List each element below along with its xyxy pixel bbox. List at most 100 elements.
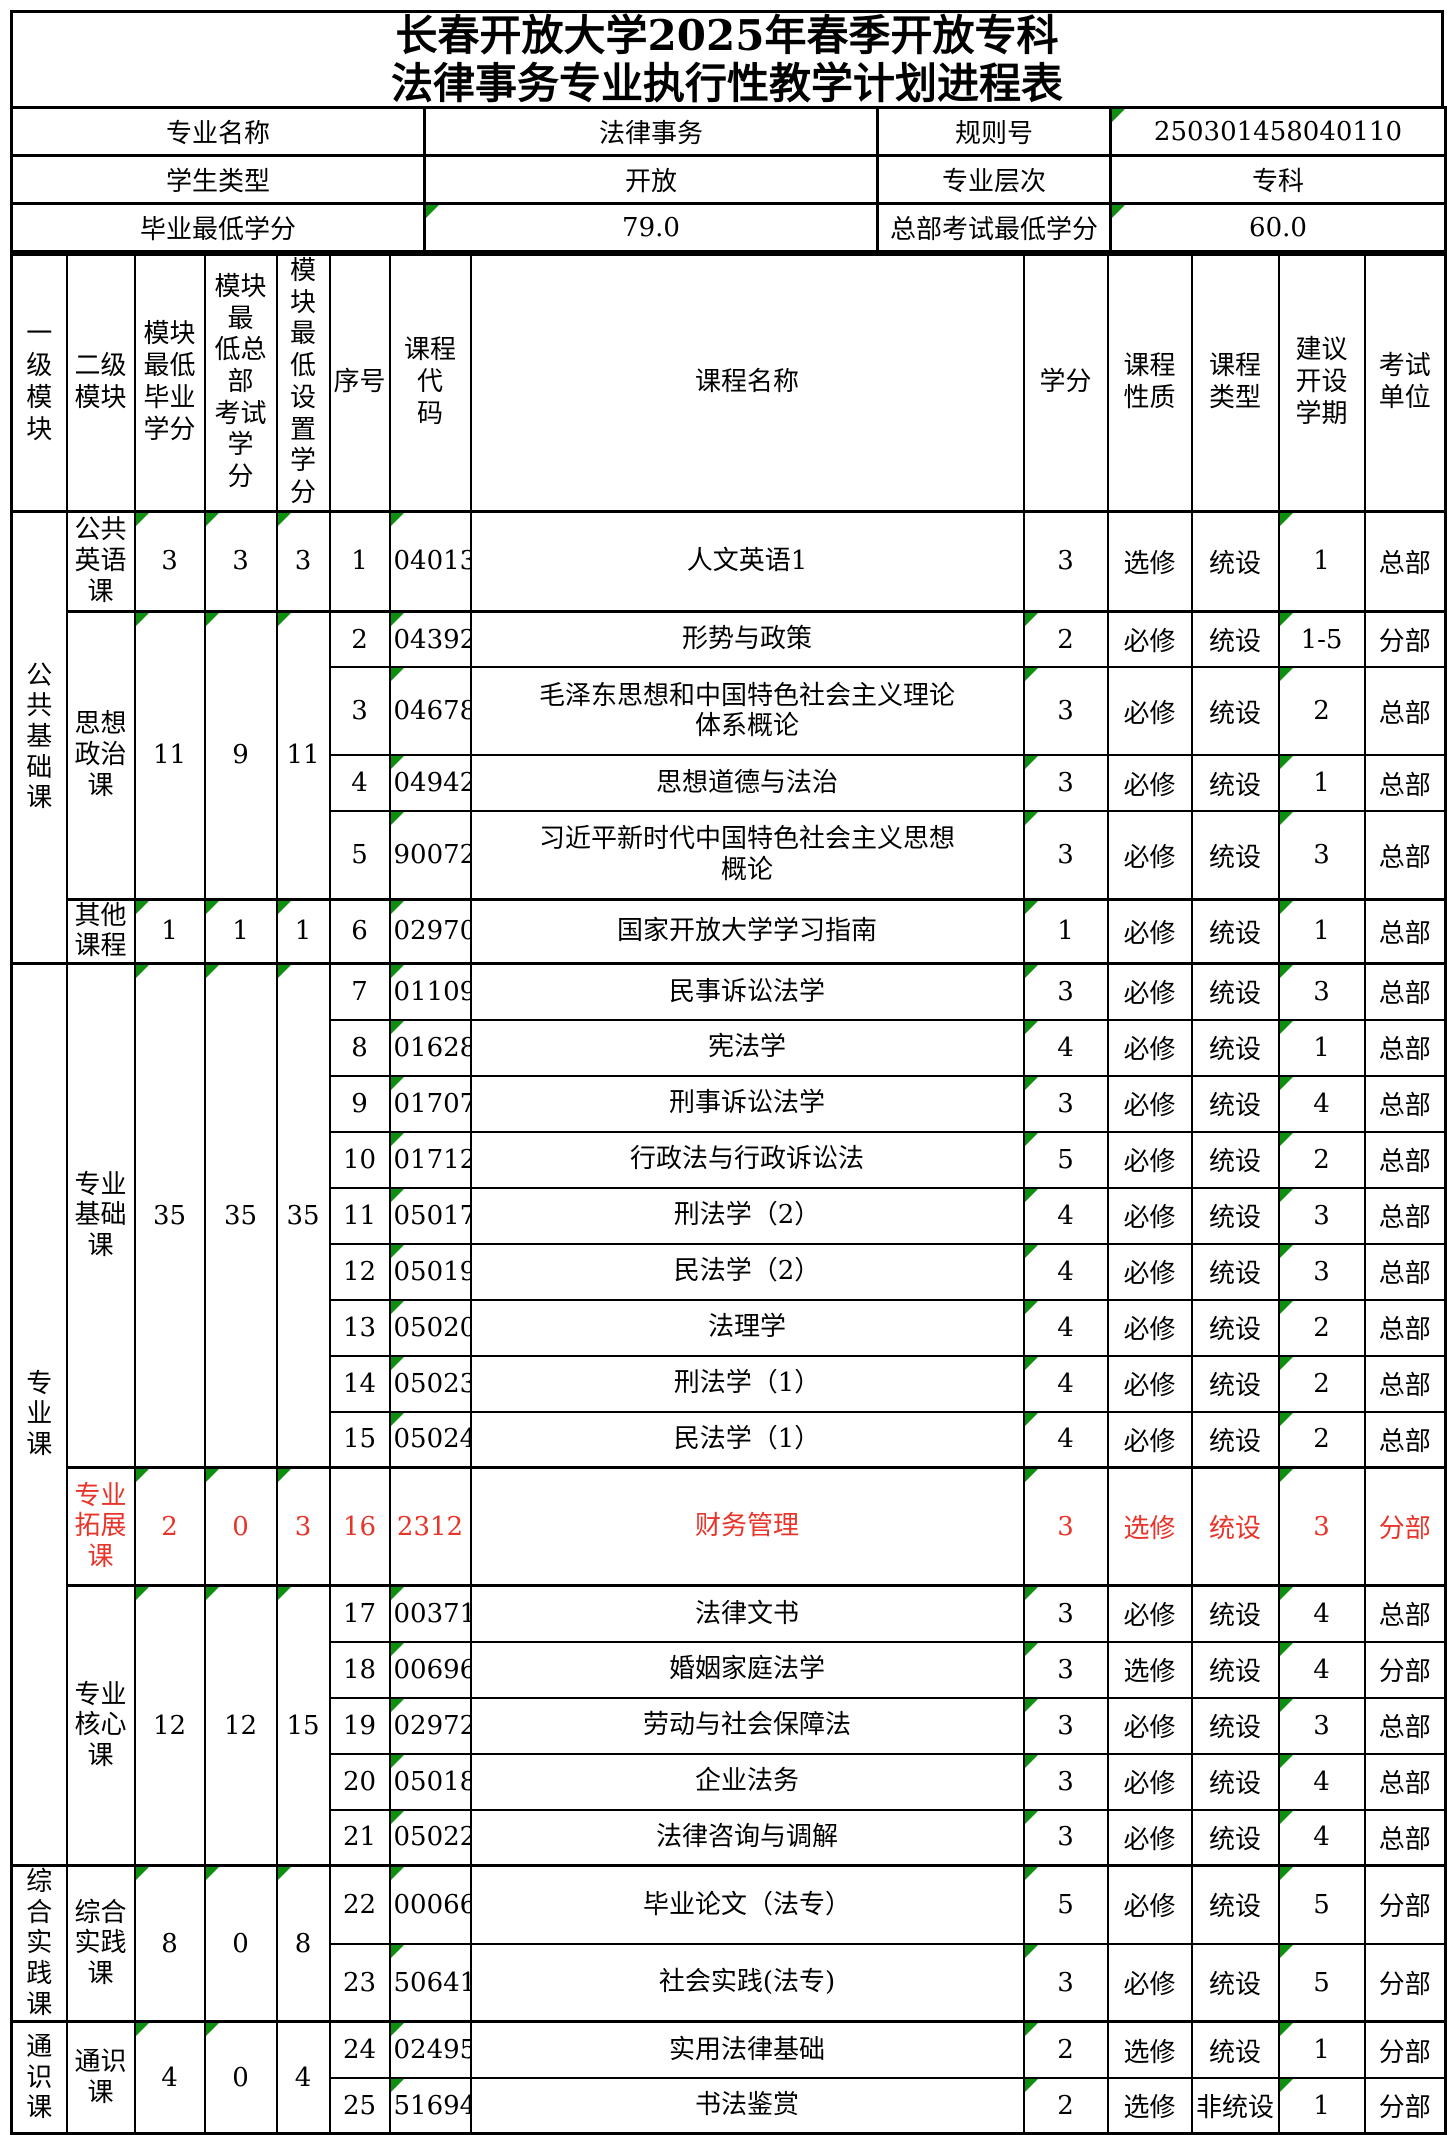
l2-module-cell: 专业 核心 课 <box>65 1584 136 1867</box>
module-min-grad-cell: 35 <box>133 962 206 1469</box>
term-cell: 1-5 <box>1277 609 1366 669</box>
course-row: 14 05023 刑法学（1） 4 必修 统设 2 总部 <box>12 1354 1447 1413</box>
type-cell: 统设 <box>1190 1242 1280 1301</box>
term-cell: 5 <box>1277 1864 1366 1945</box>
student-type-label: 学生类型 <box>10 154 426 205</box>
course-name-cell: 民法学（2） <box>469 1242 1025 1301</box>
nature-cell: 必修 <box>1106 810 1193 901</box>
term-cell: 3 <box>1277 1696 1366 1755</box>
excel-flag-icon <box>391 1021 404 1034</box>
course-name-cell: 毕业论文（法专） <box>469 1864 1025 1945</box>
nature-cell: 必修 <box>1106 1130 1193 1189</box>
term-cell: 3 <box>1277 962 1366 1021</box>
seq-cell: 1 <box>328 510 391 613</box>
course-name-cell: 民法学（1） <box>469 1410 1025 1469</box>
excel-flag-icon <box>1025 1588 1038 1601</box>
excel-flag-icon <box>427 206 439 218</box>
hq-exam-min-credits-value: 60.0 <box>1109 202 1447 253</box>
header-l1-module: 一级 模块 <box>10 253 68 513</box>
type-cell: 统设 <box>1190 1018 1280 1077</box>
course-code-cell: 05017 <box>388 1186 472 1245</box>
excel-flag-icon <box>1025 1245 1038 1258</box>
module-min-grad-cell: 4 <box>133 2020 206 2135</box>
module-min-set-cell: 1 <box>275 897 331 965</box>
exam-unit-cell: 分部 <box>1363 1942 1447 2023</box>
excel-flag-icon <box>278 966 291 979</box>
excel-flag-icon <box>278 1868 291 1881</box>
course-name-cell: 毛泽东思想和中国特色社会主义理论 体系概论 <box>469 666 1025 757</box>
excel-flag-icon <box>1025 1077 1038 1090</box>
excel-flag-icon <box>1280 1945 1293 1958</box>
excel-flag-icon <box>1113 206 1125 218</box>
excel-flag-icon <box>206 1868 219 1881</box>
credits-cell: 3 <box>1022 1466 1109 1587</box>
module-min-set-cell: 15 <box>275 1584 331 1867</box>
exam-unit-cell: 分部 <box>1363 609 1447 669</box>
credits-cell: 3 <box>1022 1696 1109 1755</box>
excel-flag-icon <box>278 614 291 626</box>
course-table: 一级 模块 二级 模块 模块 最低 毕业 学分 模块最 低总部 考试学 分 模块… <box>10 253 1447 2135</box>
credits-cell: 5 <box>1022 1864 1109 1945</box>
excel-flag-icon <box>1280 966 1293 979</box>
excel-flag-icon <box>206 2024 219 2037</box>
excel-flag-icon <box>1025 1945 1038 1958</box>
type-cell: 统设 <box>1190 810 1280 901</box>
type-cell: 统设 <box>1190 510 1280 613</box>
course-row: 11 05017 刑法学（2） 4 必修 统设 3 总部 <box>12 1186 1447 1245</box>
exam-unit-cell: 总部 <box>1363 897 1447 965</box>
excel-flag-icon <box>391 1413 404 1426</box>
course-row: 专业 核心 课 12 12 15 17 00371 法律文书 3 必修 统设 4… <box>12 1584 1447 1867</box>
seq-cell: 15 <box>328 1410 391 1469</box>
excel-flag-icon <box>1280 1077 1293 1090</box>
exam-unit-cell: 分部 <box>1363 2020 1447 2079</box>
type-cell: 统设 <box>1190 754 1280 813</box>
excel-flag-icon <box>1025 1133 1038 1146</box>
excel-flag-icon <box>1025 1643 1038 1656</box>
excel-flag-icon <box>136 1470 149 1483</box>
nature-cell: 必修 <box>1106 609 1193 669</box>
course-row: 思想 政治 课 11 9 11 2 04392 形势与政策 2 必修 统设 1-… <box>12 609 1447 901</box>
major-level-label: 专业层次 <box>876 154 1112 205</box>
nature-cell: 选修 <box>1106 2076 1193 2135</box>
course-row: 13 05020 法理学 4 必修 统设 2 总部 <box>12 1298 1447 1357</box>
seq-cell: 17 <box>328 1584 391 1643</box>
excel-flag-icon <box>1025 1357 1038 1370</box>
major-level-value: 专科 <box>1109 154 1447 205</box>
nature-cell: 必修 <box>1106 1186 1193 1245</box>
module-min-set-cell: 3 <box>275 510 331 613</box>
course-name-cell: 实用法律基础 <box>469 2020 1025 2079</box>
excel-flag-icon <box>391 2079 404 2092</box>
header-credits: 学分 <box>1022 253 1109 513</box>
credits-cell: 2 <box>1022 2020 1109 2079</box>
credits-cell: 3 <box>1022 510 1109 613</box>
excel-flag-icon <box>391 813 404 826</box>
header-seq: 序号 <box>328 253 391 513</box>
excel-flag-icon <box>136 513 149 526</box>
course-name-cell: 思想道德与法治 <box>469 754 1025 813</box>
course-code-cell: 01109 <box>388 962 472 1021</box>
course-code-cell: 01712 <box>388 1130 472 1189</box>
credits-cell: 3 <box>1022 754 1109 813</box>
nature-cell: 必修 <box>1106 1410 1193 1469</box>
course-name-cell: 刑法学（2） <box>469 1186 1025 1245</box>
teaching-plan-sheet: 长春开放大学2025年春季开放专科 法律事务专业执行性教学计划进程表 专业名称 … <box>10 10 1447 2135</box>
major-name-value: 法律事务 <box>423 106 879 157</box>
course-row: 其他 课程 1 1 1 6 02970 国家开放大学学习指南 1 必修 统设 1… <box>12 897 1447 965</box>
excel-flag-icon <box>1280 1699 1293 1712</box>
excel-flag-icon <box>391 614 404 626</box>
term-cell: 3 <box>1277 1242 1366 1301</box>
excel-flag-icon <box>1025 1868 1038 1881</box>
excel-flag-icon <box>391 1868 404 1881</box>
excel-flag-icon <box>391 1588 404 1601</box>
type-cell: 统设 <box>1190 2020 1280 2079</box>
excel-flag-icon <box>1025 1811 1038 1824</box>
module-min-set-cell: 35 <box>275 962 331 1469</box>
excel-flag-icon <box>1025 1413 1038 1426</box>
document-title: 长春开放大学2025年春季开放专科 法律事务专业执行性教学计划进程表 <box>10 10 1444 107</box>
l1-module-cell: 通识 课 <box>10 2020 68 2135</box>
course-code-cell: 05020 <box>388 1298 472 1357</box>
excel-flag-icon <box>136 902 149 914</box>
course-name-cell: 法律咨询与调解 <box>469 1808 1025 1867</box>
credits-cell: 3 <box>1022 666 1109 757</box>
excel-flag-icon <box>1280 757 1293 770</box>
